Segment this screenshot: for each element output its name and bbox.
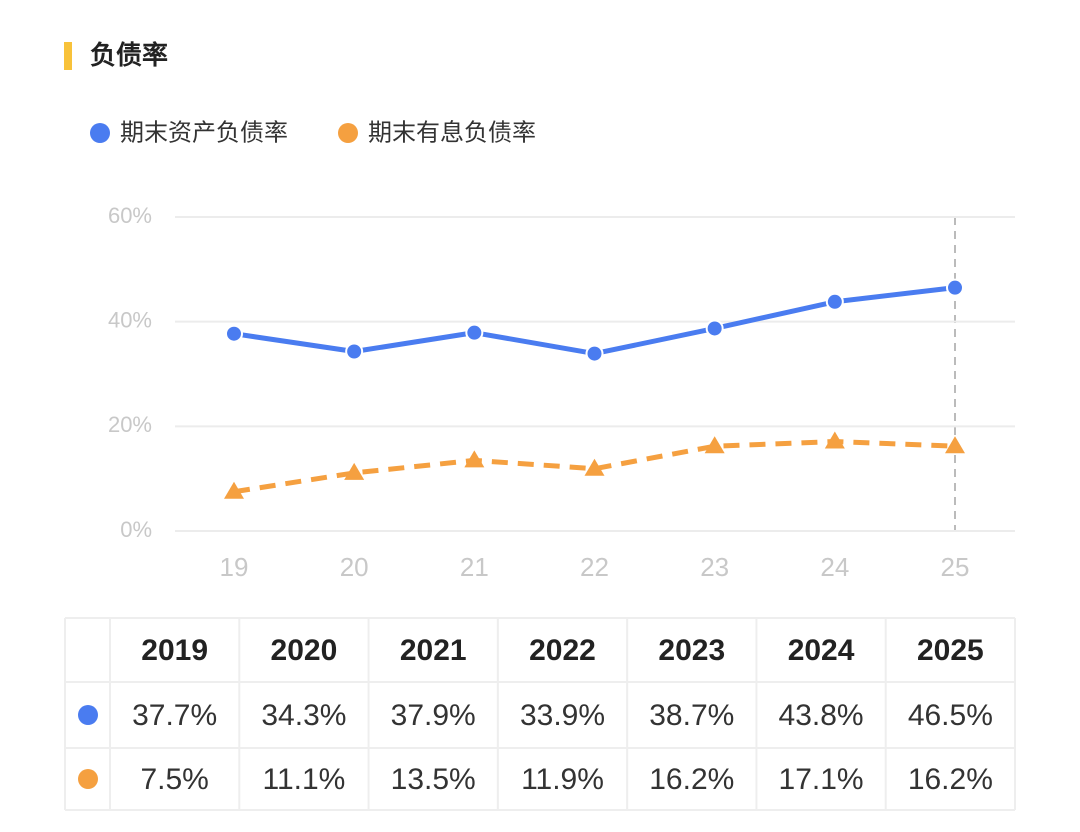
table-cell: 37.7% [132, 699, 217, 732]
point-marker [705, 319, 724, 338]
point-marker [945, 436, 965, 454]
table-cell: 13.5% [391, 763, 476, 796]
x-tick-label: 22 [580, 552, 609, 582]
point-marker [585, 344, 604, 363]
point-marker [345, 342, 364, 361]
x-tick-label: 25 [941, 552, 970, 582]
series-line [233, 285, 956, 357]
table-cell: 17.1% [779, 763, 864, 796]
y-tick-label: 60% [108, 203, 152, 228]
table-cell: 34.3% [261, 699, 346, 732]
table-cell: 46.5% [908, 699, 993, 732]
table-cell: 37.9% [391, 699, 476, 732]
row-marker [78, 705, 98, 725]
point-marker [824, 431, 845, 449]
legend-marker [90, 123, 110, 143]
title-accent [64, 42, 72, 70]
table-cell: 7.5% [140, 763, 208, 796]
chart-title: 负债率 [90, 40, 168, 70]
point-marker [946, 278, 964, 297]
point-marker [224, 481, 244, 499]
y-tick-label: 20% [108, 412, 152, 437]
point-marker [225, 324, 243, 343]
point-marker [344, 462, 365, 480]
point-marker [584, 458, 605, 476]
point-marker [704, 436, 725, 454]
table-header: 2024 [788, 634, 855, 667]
x-tick-label: 19 [220, 552, 249, 582]
table-header: 2021 [400, 634, 467, 667]
table-cell: 11.1% [263, 763, 346, 796]
table-header: 2023 [658, 634, 725, 667]
y-tick-label: 0% [120, 517, 152, 542]
table-cell: 38.7% [649, 699, 734, 732]
x-tick-label: 23 [700, 552, 729, 582]
x-tick-label: 24 [820, 552, 849, 582]
table-cell: 16.2% [908, 763, 993, 796]
row-marker [78, 769, 98, 789]
table-cell: 33.9% [520, 699, 605, 732]
table-header: 2020 [271, 634, 338, 667]
table-header: 2025 [917, 634, 984, 667]
table-cell: 43.8% [779, 699, 864, 732]
legend-label: 期末资产负债率 [120, 119, 288, 146]
x-tick-label: 20 [340, 552, 369, 582]
legend-marker [338, 123, 358, 143]
point-marker [825, 292, 844, 311]
table-header: 2019 [141, 634, 208, 667]
point-marker [464, 450, 485, 468]
table-header: 2022 [529, 634, 596, 667]
x-tick-label: 21 [460, 552, 489, 582]
y-tick-label: 40% [108, 307, 152, 332]
point-marker [465, 323, 484, 342]
table-cell: 11.9% [521, 763, 604, 796]
table-cell: 16.2% [649, 763, 734, 796]
legend-label: 期末有息负债率 [368, 119, 536, 146]
